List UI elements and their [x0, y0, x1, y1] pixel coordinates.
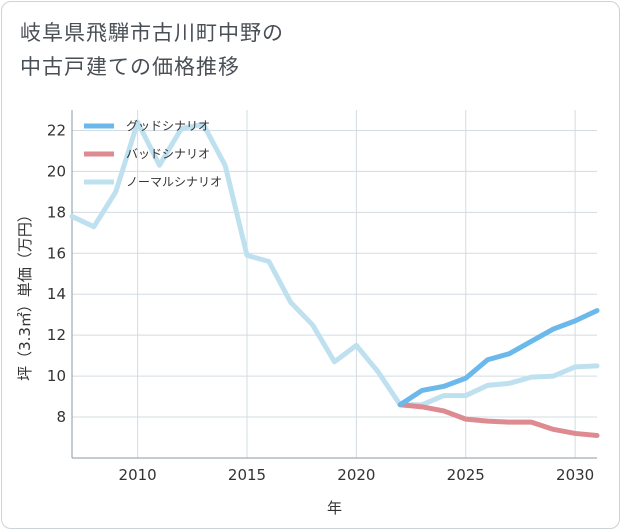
tick-labels: 2010 2015 2020 2025 2030 8 10 12 14 16 18 20 22	[47, 121, 594, 484]
chart-title-line-2: 中古戸建ての価格推移	[20, 55, 240, 79]
y-tick-label: 10	[47, 367, 66, 385]
legend-label: グッドシナリオ	[126, 119, 210, 133]
legend-label: バッドシナリオ	[126, 147, 210, 161]
axes	[71, 110, 597, 459]
chart-title: 岐阜県飛騨市古川町中野の 中古戸建ての価格推移	[20, 16, 284, 84]
series-line-0	[397, 308, 600, 408]
y-tick-label: 8	[56, 408, 66, 426]
x-axis-label: 年	[327, 499, 342, 517]
y-tick-label: 22	[47, 121, 66, 139]
y-tick-label: 14	[47, 285, 66, 303]
x-tick-label: 2010	[119, 466, 157, 484]
series-line-2	[69, 119, 600, 408]
y-tick-label: 16	[47, 244, 66, 262]
x-tick-label: 2025	[447, 466, 485, 484]
chart-title-line-1: 岐阜県飛騨市古川町中野の	[20, 21, 284, 45]
y-tick-label: 18	[47, 203, 66, 221]
y-axis-label: 坪（3.3㎡）単価（万円）	[16, 207, 34, 381]
series-line-1	[397, 402, 600, 438]
series-layer	[69, 119, 600, 438]
legend-label: ノーマルシナリオ	[126, 175, 222, 189]
x-tick-label: 2015	[228, 466, 266, 484]
grid-lines	[72, 110, 597, 458]
x-tick-label: 2030	[556, 466, 594, 484]
x-tick-label: 2020	[337, 466, 375, 484]
y-tick-label: 12	[47, 326, 66, 344]
y-tick-label: 20	[47, 162, 66, 180]
